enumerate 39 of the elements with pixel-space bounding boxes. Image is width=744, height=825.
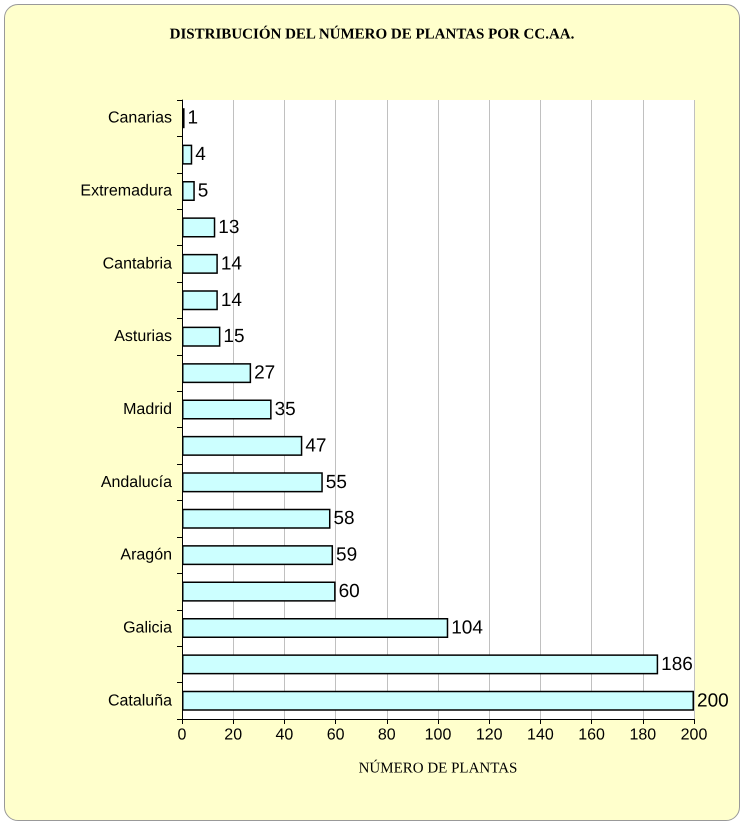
- chart-title: DISTRIBUCIÓN DEL NÚMERO DE PLANTAS POR CC.AA.: [170, 26, 575, 42]
- data-label: 47: [305, 435, 326, 456]
- data-label: 14: [220, 253, 242, 274]
- data-label: 58: [333, 508, 355, 530]
- x-tick-label: 120: [476, 726, 503, 744]
- data-label: 60: [338, 581, 360, 602]
- data-label: 35: [274, 399, 296, 420]
- y-tick-label: Extremadura: [80, 182, 172, 200]
- y-tick-label: Cantabria: [102, 255, 172, 272]
- x-tick-label: 80: [378, 726, 396, 744]
- data-label: 55: [326, 472, 347, 493]
- x-axis-title: NÚMERO DE PLANTAS: [358, 760, 518, 776]
- data-label: 104: [451, 617, 484, 638]
- data-label: 13: [218, 216, 240, 238]
- y-tick-label: Cataluña: [108, 692, 172, 710]
- data-label: 4: [195, 144, 206, 166]
- y-tick-label: Asturias: [114, 328, 172, 346]
- x-tick-label: 160: [578, 726, 606, 744]
- x-tick-label: 20: [224, 726, 242, 744]
- x-tick-label: 60: [326, 726, 345, 744]
- data-label: 15: [223, 326, 245, 348]
- data-label: 59: [336, 544, 358, 566]
- y-tick-label: Galicia: [123, 619, 172, 636]
- x-tick-label: 140: [527, 726, 554, 744]
- data-label: 27: [254, 362, 276, 384]
- data-label: 186: [661, 654, 693, 675]
- x-tick-label: 200: [680, 726, 708, 744]
- data-label: 14: [220, 290, 242, 311]
- y-tick-label: Madrid: [123, 401, 172, 418]
- data-label: 5: [198, 180, 208, 202]
- y-tick-label: Andalucía: [100, 474, 172, 491]
- data-label: 200: [697, 690, 729, 712]
- y-tick-label: Aragón: [120, 546, 172, 564]
- data-label: 1: [188, 108, 198, 129]
- x-tick-label: 100: [424, 726, 452, 744]
- y-tick-label: Canarias: [108, 110, 172, 127]
- x-tick-label: 0: [178, 726, 187, 744]
- x-tick-label: 40: [276, 726, 294, 744]
- x-tick-label: 180: [629, 726, 656, 744]
